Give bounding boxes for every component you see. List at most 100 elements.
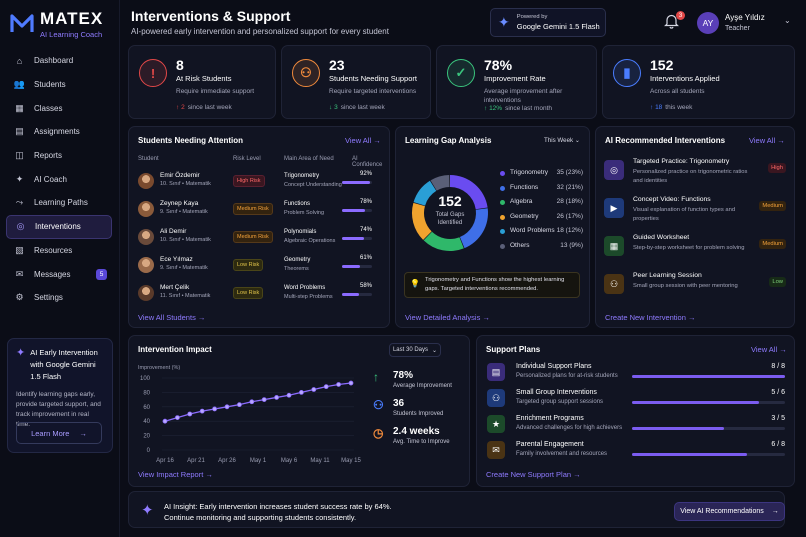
data-point[interactable]	[187, 411, 193, 417]
data-point[interactable]	[175, 415, 180, 420]
donut-slice-algebra[interactable]	[423, 231, 464, 251]
view-all-students-link[interactable]: View All Students →	[138, 313, 205, 322]
period-select[interactable]: This Week ⌄	[544, 137, 580, 144]
view-all-label: View All	[751, 345, 778, 354]
data-point[interactable]	[311, 387, 317, 392]
sidebar: MATEX AI Learning Coach ⌂ Dashboard 👥 Stude…	[0, 0, 120, 537]
data-point[interactable]	[212, 406, 217, 412]
plan-progress-fill	[632, 401, 760, 404]
recommendation-item[interactable]: ▦ Guided Worksheet Step-by-step worksheet …	[604, 234, 786, 266]
period-label: This Week	[544, 137, 574, 144]
confidence: 74%	[342, 227, 372, 240]
page-title: Interventions & Support	[131, 8, 291, 24]
check-icon: ✓	[447, 59, 475, 87]
recommendation-item[interactable]: ◎ Targeted Practice: Trigonometry Personal…	[604, 158, 786, 190]
arrow-right-icon: →	[197, 313, 206, 322]
sidebar-item-classes[interactable]: ▦ Classes	[6, 96, 112, 120]
view-impact-report-link[interactable]: View Impact Report →	[138, 470, 213, 479]
sidebar-item-ai-coach[interactable]: ✦ AI Coach	[6, 167, 112, 191]
data-point[interactable]	[162, 418, 168, 424]
attention-view-all[interactable]: View All →	[345, 136, 381, 145]
donut-slice-functions[interactable]	[459, 208, 488, 249]
donut-slice-others[interactable]	[430, 175, 450, 191]
donut-slice-word-problems[interactable]	[413, 180, 437, 206]
need-area: Word Problems Multi-step Problems	[284, 284, 333, 302]
bell-icon[interactable]	[664, 13, 679, 29]
recommended-view-all[interactable]: View All →	[749, 136, 785, 145]
create-intervention-link[interactable]: Create New Intervention →	[605, 313, 695, 322]
donut-slice-geometry[interactable]	[412, 202, 432, 240]
stat-value: 8	[176, 57, 184, 73]
stat-card-2: ⚇ 23 Students Needing Support Require targe…	[281, 45, 431, 119]
donut-slice-trigonometry[interactable]	[450, 175, 488, 210]
sidebar-item-learning-paths[interactable]: ⤳ Learning Paths	[6, 191, 112, 215]
data-point[interactable]	[237, 402, 242, 408]
data-point[interactable]	[199, 408, 205, 414]
confidence-bar-fill	[342, 293, 360, 296]
confidence-bar-fill	[342, 265, 361, 268]
table-row[interactable]: Ece Yılmaz 9. Sınıf • Matematik Low Risk Ge…	[129, 254, 383, 282]
legend-item: Algebra 28 (18%)	[500, 198, 583, 208]
stat-change-value: 18	[655, 104, 663, 111]
table-row[interactable]: Ali Demir 10. Sınıf • Matematik Medium Ris…	[129, 226, 383, 254]
data-point[interactable]	[274, 395, 280, 400]
calendar-icon: ▦	[15, 102, 24, 113]
sparkle-icon: ✦	[141, 502, 154, 519]
data-point[interactable]	[249, 399, 255, 405]
col-risk: Risk Level	[233, 156, 261, 162]
avatar[interactable]: AY	[697, 12, 719, 34]
support-plan-item[interactable]: ▤ Individual Support Plans Personalized pl…	[487, 363, 785, 389]
logo[interactable]: MATEX AI Learning Coach	[10, 9, 103, 39]
confidence: 78%	[342, 199, 372, 212]
view-detailed-analysis-label: View Detailed Analysis	[405, 313, 481, 322]
legend-name: Word Problems	[510, 227, 555, 234]
impact-period-select[interactable]: Last 30 Days ⌄	[389, 343, 441, 357]
data-point[interactable]	[348, 380, 354, 386]
sidebar-item-interventions[interactable]: ◎ Interventions	[6, 214, 112, 239]
ai-insight-bar: ✦ AI Insight: Early intervention increas…	[128, 491, 785, 528]
recommendation-item[interactable]: ▶ Concept Video: Functions Visual explanat…	[604, 196, 786, 228]
need-area: Polynomials Algebraic Operations	[284, 228, 335, 246]
data-point[interactable]	[261, 397, 267, 402]
plan-progress	[632, 401, 785, 404]
data-point[interactable]	[286, 392, 292, 398]
data-point[interactable]	[224, 404, 230, 410]
attention-card: Students Needing Attention View All → St…	[128, 126, 390, 328]
x-tick-label: May 15	[341, 458, 361, 464]
view-detailed-analysis-link[interactable]: View Detailed Analysis →	[405, 313, 490, 322]
data-point[interactable]	[336, 382, 342, 387]
support-plan-item[interactable]: ★ Enrichment Programs Advanced challenges …	[487, 415, 785, 441]
sidebar-item-messages[interactable]: ✉ Messages 5	[6, 262, 112, 286]
sidebar-item-assignments[interactable]: ▤ Assignments	[6, 120, 112, 144]
recommendation-item[interactable]: ⚇ Peer Learning Session Small group sessio…	[604, 272, 786, 304]
sidebar-item-dashboard[interactable]: ⌂ Dashboard	[6, 49, 112, 73]
data-point[interactable]	[323, 384, 329, 390]
legend-name: Others	[510, 241, 530, 249]
plans-view-all[interactable]: View All →	[751, 345, 787, 354]
sidebar-item-settings[interactable]: ⚙ Settings	[6, 286, 112, 310]
impact-metric-value: 2.4 weeks	[393, 426, 440, 437]
table-row[interactable]: Mert Çelik 11. Sınıf • Matematik Low Risk W…	[129, 282, 383, 310]
arrow-right-icon: →	[777, 136, 785, 145]
plans-card: Support Plans View All → ▤ Individual Sup…	[476, 335, 795, 487]
gemini-badge[interactable]: ✦ Powered by Google Gemini 1.5 Flash	[490, 8, 606, 37]
sidebar-item-resources[interactable]: ▧ Resources	[6, 239, 112, 263]
data-point[interactable]	[298, 390, 304, 395]
sidebar-item-students[interactable]: 👥 Students	[6, 73, 112, 97]
y-tick-label: 60	[143, 405, 150, 411]
legend-item: Geometry 26 (17%)	[500, 213, 583, 223]
table-row[interactable]: Emir Özdemir 10. Sınıf • Matematik High Ri…	[129, 170, 383, 198]
insight-line-1: AI Insight: Early intervention increases…	[164, 502, 392, 511]
table-row[interactable]: Zeynep Kaya 9. Sınıf • Matematik Medium Ri…	[129, 198, 383, 226]
sidebar-item-reports[interactable]: ◫ Reports	[6, 144, 112, 168]
support-plan-item[interactable]: ⚇ Small Group Interventions Targeted group…	[487, 389, 785, 415]
support-plan-item[interactable]: ✉ Parental Engagement Family involvement a…	[487, 441, 785, 467]
view-ai-recommendations-button[interactable]: View AI Recommendations →	[674, 502, 785, 521]
create-support-plan-link[interactable]: Create New Support Plan →	[486, 470, 581, 479]
chevron-down-icon[interactable]: ⌄	[784, 16, 791, 25]
gemini-sparkle-icon: ✦	[498, 14, 510, 30]
stat-value: 152	[650, 57, 674, 73]
user-info[interactable]: Ayşe Yıldız Teacher	[725, 13, 765, 32]
arrow-up-icon: ↑	[176, 104, 182, 111]
learn-more-button[interactable]: Learn More →	[16, 422, 102, 444]
